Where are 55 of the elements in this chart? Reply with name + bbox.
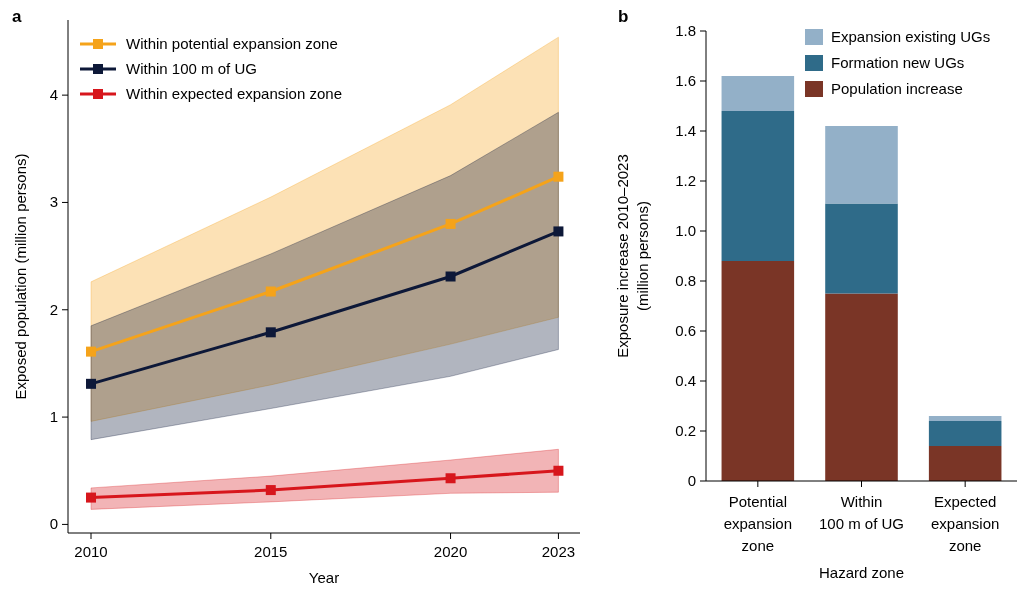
bar <box>928 416 1002 421</box>
y-tick-label: 0.2 <box>675 422 696 439</box>
y-tick-label: 0.6 <box>675 322 696 339</box>
point <box>445 271 456 282</box>
point <box>553 226 564 237</box>
chart-title: a <box>12 7 22 26</box>
bar <box>825 203 898 294</box>
bar <box>721 111 795 261</box>
bar <box>928 421 1002 446</box>
bar <box>721 261 795 481</box>
x-tick-label: 2023 <box>541 543 576 560</box>
point <box>445 473 456 484</box>
point <box>445 218 456 229</box>
point <box>265 485 276 496</box>
point <box>265 286 276 297</box>
x-tick-label: Expected expansion zone <box>930 493 1000 554</box>
x-tick-label: 2010 <box>74 543 108 560</box>
y-tick-label: 0.8 <box>675 272 696 289</box>
bar <box>721 76 795 111</box>
y-tick-label: 0 <box>687 472 696 489</box>
y-tick-label: 0 <box>49 515 58 533</box>
point <box>265 327 276 338</box>
y-axis-title: Exposure increase 2010–2023 (million persons) <box>614 154 651 358</box>
y-tick-label: 1.8 <box>675 22 696 39</box>
point <box>86 346 97 357</box>
y-tick-label: 4 <box>49 86 58 104</box>
y-tick-label: 2 <box>49 300 58 318</box>
y-tick-label: 1.4 <box>675 122 696 139</box>
point <box>553 171 564 182</box>
legend-label: Within potential expansion zone <box>126 35 338 52</box>
y-tick-label: 0.4 <box>675 372 696 389</box>
bar <box>825 126 898 204</box>
x-tick-label: Potential expansion zone <box>723 493 793 554</box>
chart-title: b <box>618 7 629 26</box>
x-tick-label: 2015 <box>254 543 288 560</box>
y-tick-label: 1.6 <box>675 72 696 89</box>
x-axis-title: Hazard zone <box>818 564 905 581</box>
legend-label: Formation new UGs <box>831 54 965 71</box>
y-tick-label: 1.0 <box>675 222 696 239</box>
y-tick-label: 1.2 <box>675 172 696 189</box>
x-tick-label: Within 100 m of UG <box>818 493 905 532</box>
legend-label: Population increase <box>831 80 963 97</box>
point <box>86 378 97 389</box>
y-tick-label: 1 <box>49 408 58 426</box>
y-tick-label: 3 <box>49 193 58 211</box>
x-axis-title: Year <box>308 569 340 586</box>
point <box>86 492 97 503</box>
legend-label: Expansion existing UGs <box>831 28 991 45</box>
point <box>553 465 564 476</box>
bar <box>928 446 1002 481</box>
x-tick-label: 2020 <box>433 543 468 560</box>
y-axis-title: Exposed population (million persons) <box>12 153 29 400</box>
bar <box>825 293 898 481</box>
legend-label: Within 100 m of UG <box>126 60 257 77</box>
legend-label: Within expected expansion zone <box>126 85 342 102</box>
